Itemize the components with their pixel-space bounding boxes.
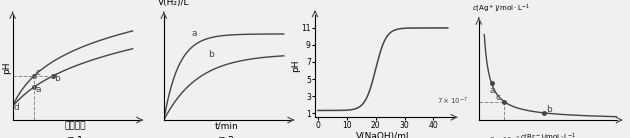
Text: a: a	[192, 29, 197, 38]
Text: V(H₂)/L: V(H₂)/L	[158, 0, 189, 7]
Text: $c(\mathrm{Ag}^+)/\mathrm{mol\cdot L}^{-1}$: $c(\mathrm{Ag}^+)/\mathrm{mol\cdot L}^{-…	[472, 2, 530, 15]
X-axis label: 溶液体积: 溶液体积	[65, 121, 86, 130]
Text: b: b	[546, 105, 552, 114]
Text: $7\times10^{-7}$: $7\times10^{-7}$	[437, 96, 468, 107]
Text: a: a	[490, 86, 495, 95]
Text: a: a	[35, 85, 41, 94]
Text: $c(\mathrm{Br}^-)/\mathrm{mol\cdot L}^{-1}$: $c(\mathrm{Br}^-)/\mathrm{mol\cdot L}^{-…	[520, 132, 576, 138]
Text: 图 2: 图 2	[219, 135, 234, 138]
Text: c: c	[35, 68, 40, 77]
X-axis label: V(NaOH)/mL: V(NaOH)/mL	[357, 132, 412, 138]
Text: $7\times10^{-7}$: $7\times10^{-7}$	[489, 134, 520, 138]
Text: b: b	[54, 74, 60, 83]
Y-axis label: pH: pH	[3, 61, 11, 74]
Text: 图 1: 图 1	[68, 135, 83, 138]
Y-axis label: pH: pH	[291, 60, 300, 72]
Text: b: b	[208, 50, 214, 59]
Text: d: d	[13, 103, 19, 112]
X-axis label: t/min: t/min	[215, 121, 239, 130]
Text: c: c	[495, 93, 500, 102]
